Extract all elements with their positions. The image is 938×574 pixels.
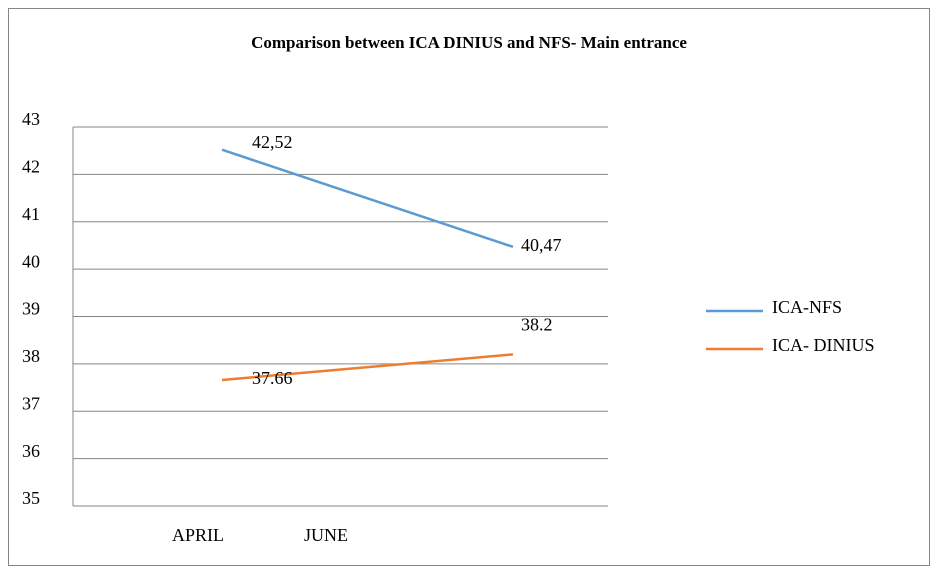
series-line [221, 148, 514, 249]
x-tick-label: JUNE [304, 525, 348, 545]
y-tick-label: 36 [22, 441, 40, 461]
y-tick-label: 35 [22, 488, 40, 508]
x-tick-label: APRIL [172, 525, 224, 545]
y-tick-label: 39 [22, 299, 40, 319]
data-label: 40,47 [521, 235, 562, 255]
y-tick-label: 40 [22, 251, 40, 271]
data-label: 38.2 [521, 315, 553, 335]
data-label: 37.66 [252, 368, 293, 388]
y-tick-label: 38 [22, 346, 40, 366]
y-tick-label: 37 [22, 393, 40, 413]
y-tick-label: 43 [22, 109, 40, 129]
data-label: 42,52 [252, 132, 293, 152]
legend-label: ICA-NFS [772, 297, 842, 317]
chart-title: Comparison between ICA DINIUS and NFS- M… [251, 33, 687, 52]
legend-label: ICA- DINIUS [772, 335, 875, 355]
y-tick-label: 41 [22, 204, 40, 224]
series-line [221, 353, 514, 382]
y-tick-label: 42 [22, 157, 40, 177]
chart-border [8, 8, 930, 566]
